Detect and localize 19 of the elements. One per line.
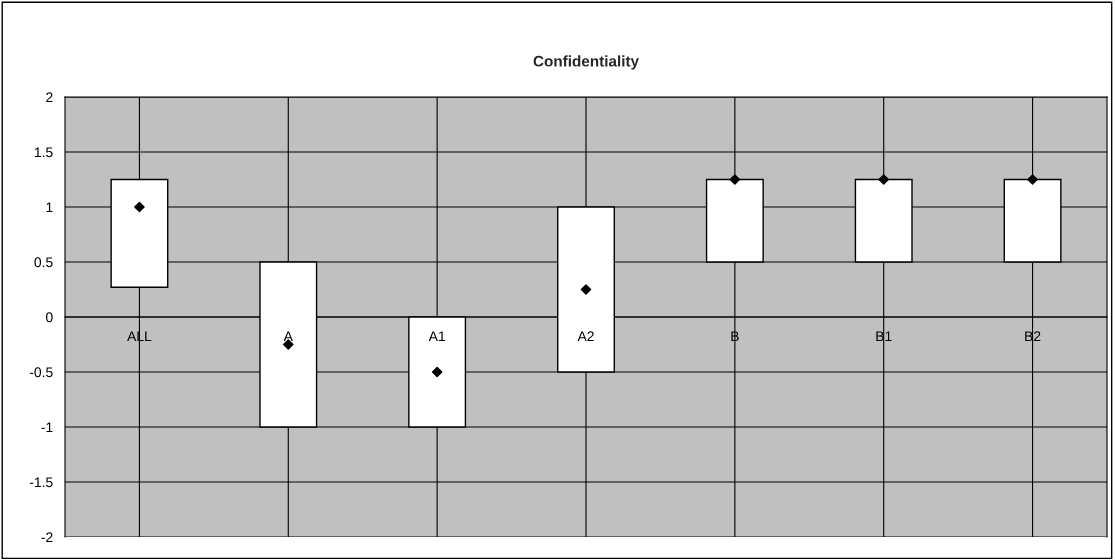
y-tick-label: -0.5 xyxy=(29,367,53,378)
x-tick-label: A xyxy=(283,331,293,341)
y-tick-label: -2 xyxy=(41,532,53,543)
y-tick-label: -1 xyxy=(41,422,53,433)
point xyxy=(134,201,145,213)
y-tick-label: 0.5 xyxy=(34,257,53,268)
y-tick-label: -1.5 xyxy=(29,477,53,488)
point xyxy=(431,366,443,378)
y-tick-label: 2 xyxy=(46,92,53,103)
point xyxy=(1027,174,1038,185)
point xyxy=(580,284,592,295)
y-tick-label: 1.5 xyxy=(34,147,53,158)
chart-title: Confidentiality xyxy=(533,55,639,70)
x-tick-label: A2 xyxy=(577,331,594,341)
point xyxy=(878,174,890,185)
y-tick-label: 0 xyxy=(46,312,53,323)
point xyxy=(729,174,741,185)
y-tick-label: 1 xyxy=(46,202,53,213)
x-tick-label: A1 xyxy=(428,331,445,341)
